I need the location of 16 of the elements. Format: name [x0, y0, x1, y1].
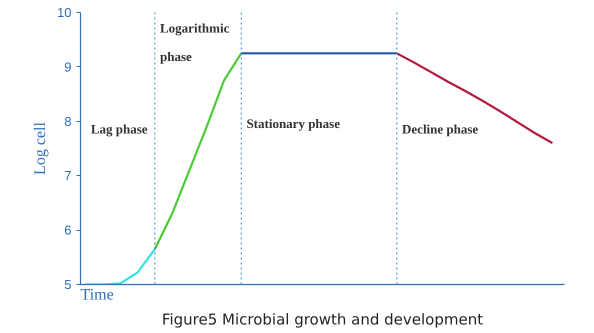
line-series [396, 52, 554, 144]
line-series [84, 248, 156, 284]
x-axis-title: Time [80, 286, 114, 304]
y-tick-label: 5 [64, 277, 72, 292]
text: Figure5 Microbial growth and development [162, 310, 484, 328]
annotation: Lag phase [90, 121, 148, 136]
y-tick-label: 9 [64, 59, 72, 74]
annotation: Decline phase [402, 121, 478, 136]
y-tick-label: 6 [64, 222, 72, 238]
annotation: Logarithmic phase [160, 20, 230, 64]
annotation: Stationary phase [246, 116, 340, 131]
line-series [154, 52, 242, 250]
y-axis-title: Log cell [32, 122, 50, 175]
y-tick-label: 8 [64, 114, 72, 129]
y-tick-label: 7 [64, 168, 72, 184]
y-tick-label: 10 [57, 5, 72, 20]
